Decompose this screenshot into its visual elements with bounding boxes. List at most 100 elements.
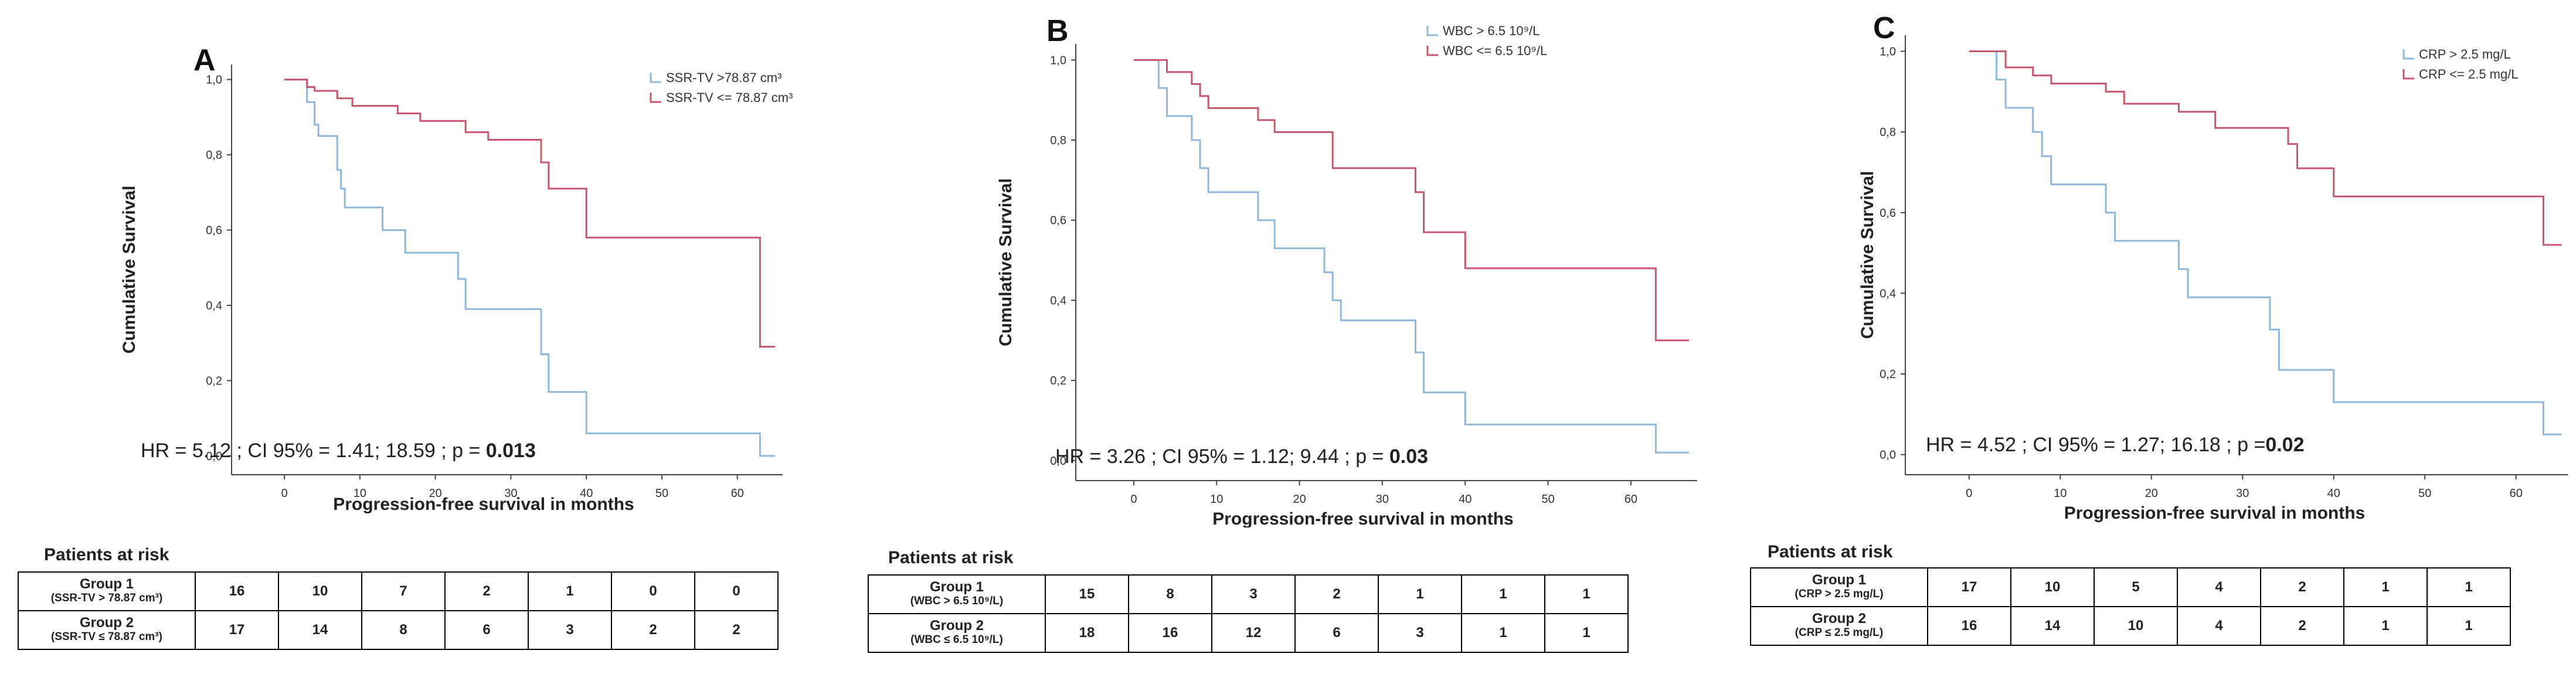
risk-count-cell: 2 (694, 610, 779, 650)
risk-count-cell: 1 (528, 571, 612, 611)
risk-count-cell: 10 (2010, 567, 2095, 607)
panel-letter: B (1046, 14, 1069, 48)
risk-count-cell: 17 (1927, 567, 2011, 607)
risk-group-name: Group 1 (1812, 572, 1866, 588)
risk-table-c: Group 1 (CRP > 2.5 mg/L) 17 10 5 4 2 1 1 Group 2(… (1750, 567, 2511, 646)
x-axis-label: Progression-free survival in months (1212, 509, 1513, 527)
legend-marker-group-2 (2402, 69, 2414, 80)
risk-title-a: Patients at risk (44, 545, 169, 564)
hr-text: HR = 3.26 ; CI 95% = 1.12; 9.44 ; p = (1055, 445, 1389, 468)
x-tick-label: 10 (2054, 487, 2067, 500)
risk-count-cell: 14 (2010, 606, 2095, 646)
risk-row-group-1: Group 1 (CRP > 2.5 mg/L) 17 10 5 4 2 1 1 (1750, 567, 2511, 607)
legend-entry-group-2: WBC <= 6.5 10⁹/L (1443, 43, 1547, 58)
risk-count-cell: 14 (278, 610, 362, 650)
legend-marker-group-1 (1426, 26, 1438, 36)
y-axis-label: Cumulative Survival (996, 178, 1015, 346)
risk-count-cell: 15 (1045, 574, 1129, 614)
risk-table-a: Group 1 (SSR-TV > 78.87 cm³) 16 10 7 2 1 0 0 Grou… (18, 571, 779, 650)
risk-count-cell: 0 (611, 571, 695, 611)
risk-group-name: Group 2 (1812, 611, 1866, 627)
km-chart-b: 0,0 0,2 0,4 0,6 0,8 1,0 0 10 20 30 40 50 60 Progressi… (996, 14, 1697, 527)
y-tick-label: 1,0 (1880, 46, 1896, 59)
survival-curve-group-2 (284, 79, 776, 348)
x-tick-label: 20 (429, 487, 442, 500)
x-tick-label: 50 (1541, 493, 1554, 506)
hr-annotation: HR = 3.26 ; CI 95% = 1.12; 9.44 ; p = 0.… (1055, 445, 1428, 468)
panel-c: 0,0 0,2 0,4 0,6 0,8 1,0 0 10 20 30 40 50 60 Progressi… (1735, 0, 2568, 674)
risk-table-b: Group 1 (WBC > 6.5 10⁹/L) 15 8 3 2 1 1 1 Group 2(… (868, 574, 1629, 653)
risk-count-cell: 5 (2094, 567, 2178, 607)
risk-group-label: Group 2 (CRP ≤ 2.5 mg/L) (1750, 606, 1928, 646)
x-tick-label: 40 (580, 487, 593, 500)
risk-title-b: Patients at risk (888, 548, 1014, 567)
risk-group-sub: (CRP > 2.5 mg/L) (1795, 588, 1884, 600)
km-chart-a: 0,0 0,2 0,4 0,6 0,8 1,0 0 10 20 30 40 50 60 Progressi… (120, 43, 793, 514)
risk-group-label: Group 1 (WBC > 6.5 10⁹/L) (868, 574, 1046, 614)
x-tick-label: 30 (1376, 493, 1389, 506)
risk-count-cell: 7 (361, 571, 446, 611)
y-tick-label: 0,0 (206, 450, 222, 463)
y-tick-label: 0,4 (1880, 287, 1896, 300)
risk-count-cell: 4 (2177, 567, 2261, 607)
risk-count-cell: 1 (1544, 613, 1629, 653)
risk-count-cell: 16 (1927, 606, 2011, 646)
legend-entry-group-1: CRP > 2.5 mg/L (2419, 47, 2511, 62)
risk-group-sub: (SSR-TV > 78.87 cm³) (50, 592, 163, 604)
risk-group-sub: (WBC > 6.5 10⁹/L) (910, 595, 1004, 607)
x-tick-label: 50 (2418, 487, 2431, 500)
legend-entry-group-2: CRP <= 2.5 mg/L (2419, 67, 2519, 81)
hr-annotation: HR = 4.52 ; CI 95% = 1.27; 16.18 ; p =0.… (1926, 434, 2305, 456)
y-tick-label: 0,8 (1880, 126, 1896, 139)
risk-count-cell: 8 (1128, 574, 1212, 614)
risk-group-sub: (WBC ≤ 6.5 10⁹/L) (910, 634, 1003, 646)
hr-p-value: 0.013 (486, 440, 536, 462)
risk-count-cell: 10 (278, 571, 362, 611)
risk-count-cell: 0 (694, 571, 779, 611)
x-tick-label: 40 (1459, 493, 1471, 506)
x-tick-label: 20 (2145, 487, 2158, 500)
risk-count-cell: 10 (2094, 606, 2178, 646)
risk-group-name: Group 2 (79, 615, 134, 631)
x-tick-label: 10 (1210, 493, 1223, 506)
risk-count-cell: 1 (1378, 574, 1462, 614)
risk-count-cell: 4 (2177, 606, 2261, 646)
y-tick-label: 0,0 (1050, 455, 1066, 468)
y-tick-label: 1,0 (1050, 54, 1066, 67)
risk-count-cell: 1 (1461, 613, 1545, 653)
y-tick-label: 0,6 (206, 224, 222, 237)
hr-text: HR = 5.12 ; CI 95% = 1.41; 18.59 ; p = (141, 440, 486, 462)
risk-group-label: Group 2 (SSR-TV ≤ 78.87 cm³) (18, 610, 196, 650)
risk-count-cell: 3 (528, 610, 612, 650)
risk-count-cell: 1 (2427, 567, 2511, 607)
risk-count-cell: 2 (1294, 574, 1379, 614)
risk-row-group-2: Group 2 (CRP ≤ 2.5 mg/L) 16 14 10 4 2 1 1 (1750, 606, 2511, 646)
y-tick-label: 0,8 (206, 149, 222, 162)
hr-p-value: 0.03 (1389, 445, 1428, 468)
risk-count-cell: 18 (1045, 613, 1129, 653)
risk-count-cell: 1 (1544, 574, 1629, 614)
risk-count-cell: 2 (2260, 606, 2344, 646)
panel-b: 0,0 0,2 0,4 0,6 0,8 1,0 0 10 20 30 40 50 60 Progressi… (868, 0, 1700, 674)
y-tick-label: 0,2 (1050, 375, 1066, 387)
risk-group-sub: (SSR-TV ≤ 78.87 cm³) (51, 631, 162, 643)
risk-group-sub: (CRP ≤ 2.5 mg/L) (1795, 627, 1884, 639)
y-tick-label: 0,6 (1880, 207, 1896, 220)
legend-marker-group-1 (2402, 49, 2414, 60)
y-tick-label: 1,0 (206, 74, 222, 87)
x-tick-label: 30 (2236, 487, 2249, 500)
x-tick-label: 30 (504, 487, 517, 500)
hr-annotation: HR = 5.12 ; CI 95% = 1.41; 18.59 ; p = 0… (141, 440, 536, 462)
risk-count-cell: 12 (1211, 613, 1296, 653)
risk-row-group-1: Group 1 (SSR-TV > 78.87 cm³) 16 10 7 2 1 0 0 (18, 571, 779, 611)
legend-marker-group-2 (1426, 46, 1438, 56)
survival-curve-group-2 (1969, 50, 2562, 246)
y-tick-label: 0,6 (1050, 215, 1066, 227)
panel-letter: A (193, 43, 216, 77)
risk-group-label: Group 2 (WBC ≤ 6.5 10⁹/L) (868, 613, 1046, 653)
y-tick-label: 0,4 (1050, 294, 1066, 307)
risk-count-cell: 17 (195, 610, 279, 650)
x-tick-label: 50 (655, 487, 668, 500)
risk-group-name: Group 1 (79, 576, 134, 592)
x-tick-label: 60 (731, 487, 744, 500)
